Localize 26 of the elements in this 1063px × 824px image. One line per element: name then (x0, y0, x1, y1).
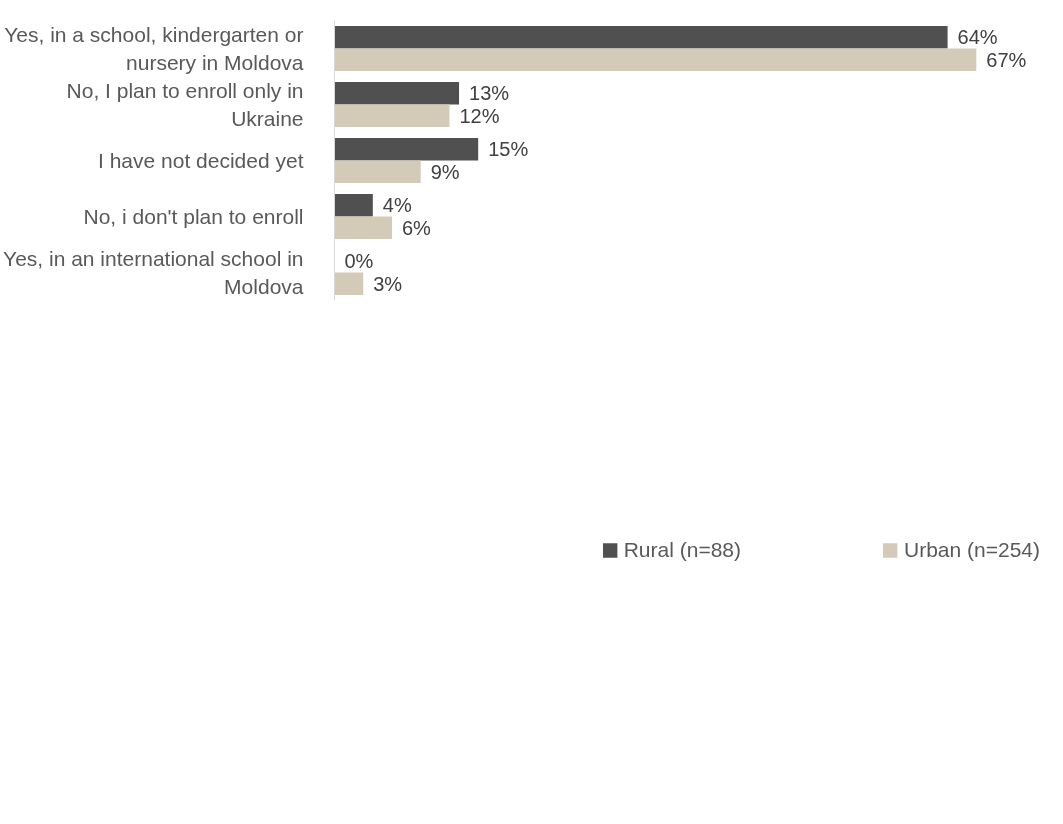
bar (334, 104, 450, 127)
legend-label: Urban (n=254) (904, 538, 1040, 562)
y-tick-label: Yes, in an international school in Moldova (3, 247, 304, 298)
bar (334, 160, 421, 183)
data-label: 4% (382, 194, 412, 217)
data-label: 9% (430, 160, 460, 183)
data-label: 0% (344, 250, 374, 273)
bar (334, 48, 977, 71)
y-tick-label: Yes, in a school, kindergarten or nursery in Moldova (4, 23, 304, 74)
y-tick-label: No, I plan to enroll only in Ukraine (66, 79, 304, 130)
data-label: 64% (957, 26, 998, 49)
bar (334, 272, 364, 295)
bar (334, 194, 373, 217)
bar (334, 138, 479, 161)
legend-label: Rural (n=88) (623, 538, 741, 562)
data-label: 12% (459, 104, 500, 127)
y-tick-label: No, i don't plan to enroll (83, 205, 304, 228)
data-label: 6% (401, 216, 432, 239)
data-label: 67% (986, 48, 1027, 71)
y-tick-label: I have not decided yet (98, 149, 304, 172)
bar (334, 26, 948, 49)
data-label: 13% (469, 82, 510, 105)
data-label: 3% (373, 272, 403, 295)
data-label: 15% (488, 138, 529, 161)
bar (334, 216, 392, 239)
bar (334, 82, 460, 105)
